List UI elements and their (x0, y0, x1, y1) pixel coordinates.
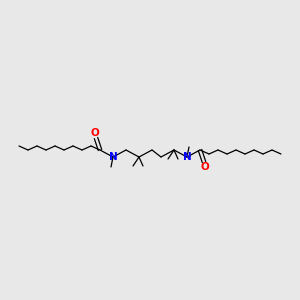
Text: O: O (201, 162, 209, 172)
Text: O: O (91, 128, 99, 138)
Text: N: N (183, 152, 191, 162)
Text: N: N (109, 152, 117, 162)
